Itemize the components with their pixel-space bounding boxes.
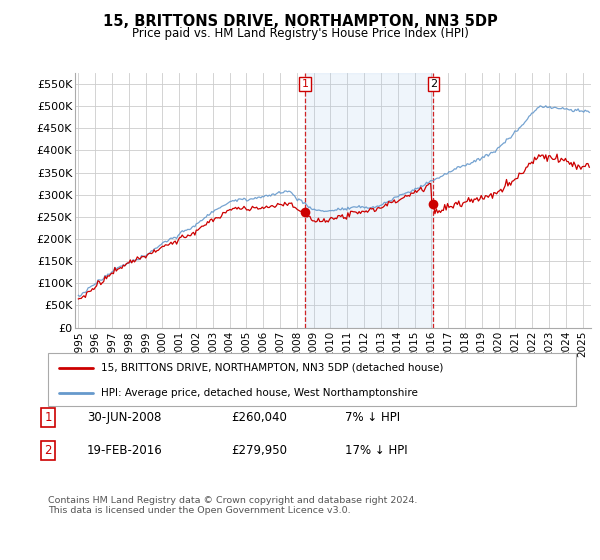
Text: 19-FEB-2016: 19-FEB-2016 [87,444,163,458]
Text: 17% ↓ HPI: 17% ↓ HPI [345,444,407,458]
FancyBboxPatch shape [48,353,576,406]
Text: HPI: Average price, detached house, West Northamptonshire: HPI: Average price, detached house, West… [101,388,418,398]
Text: Contains HM Land Registry data © Crown copyright and database right 2024.
This d: Contains HM Land Registry data © Crown c… [48,496,418,515]
Text: Price paid vs. HM Land Registry's House Price Index (HPI): Price paid vs. HM Land Registry's House … [131,27,469,40]
Text: 15, BRITTONS DRIVE, NORTHAMPTON, NN3 5DP: 15, BRITTONS DRIVE, NORTHAMPTON, NN3 5DP [103,14,497,29]
Text: 1: 1 [302,80,308,89]
Text: 2: 2 [430,80,437,89]
Bar [305,73,433,328]
Text: 7% ↓ HPI: 7% ↓ HPI [345,410,400,424]
Text: £279,950: £279,950 [231,444,287,458]
Text: 1: 1 [44,410,52,424]
Text: 2: 2 [44,444,52,458]
Text: 15, BRITTONS DRIVE, NORTHAMPTON, NN3 5DP (detached house): 15, BRITTONS DRIVE, NORTHAMPTON, NN3 5DP… [101,363,443,373]
Text: £260,040: £260,040 [231,410,287,424]
Text: 30-JUN-2008: 30-JUN-2008 [87,410,161,424]
